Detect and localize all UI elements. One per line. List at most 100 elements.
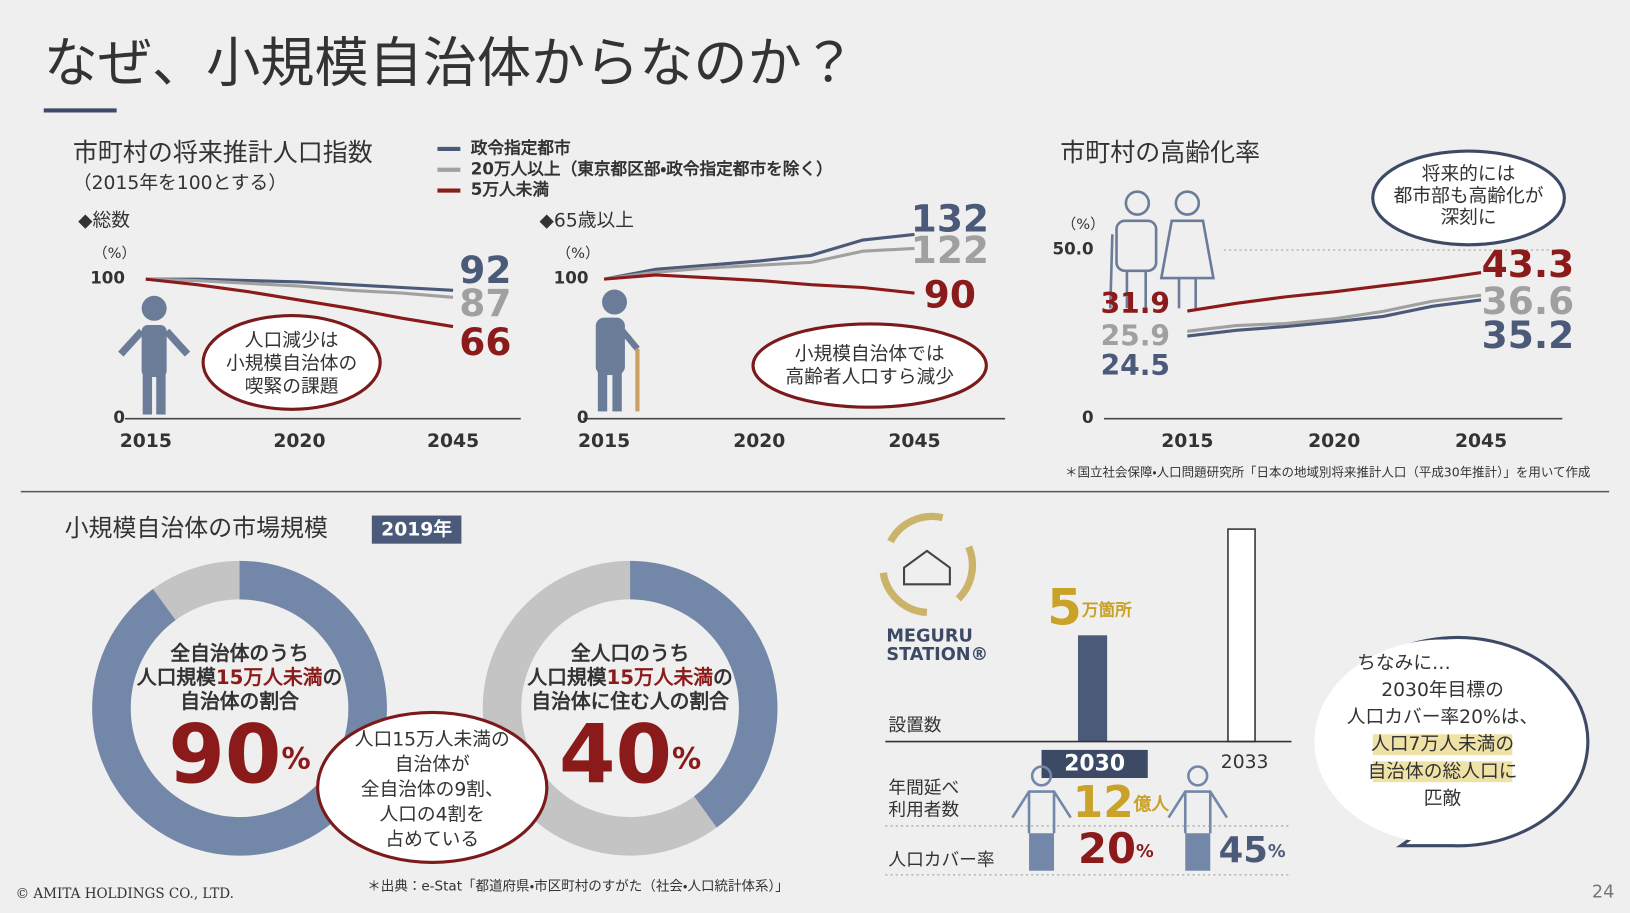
person-icon (1011, 765, 1072, 871)
year-badge-text: 2019年 (381, 519, 452, 541)
donut-caption-part: 15万人未満 (606, 666, 713, 689)
source-note: ＊国立社会保障・人口問題研究所「日本の地域別将来推計人口（平成30年推計）」を用… (1065, 464, 1590, 479)
y-tick-label: 0 (577, 408, 589, 427)
y-tick-label: 100 (554, 269, 589, 288)
slide-title: なぜ、小規模自治体からなのか？ (44, 32, 856, 95)
y-unit: （%） (1062, 216, 1105, 233)
donut-value: 90% (168, 709, 310, 803)
users-value: 12億人 (1073, 777, 1170, 828)
end-value-label: 90 (924, 273, 976, 317)
note-line: 人口7万人未満の (1371, 734, 1514, 755)
start-value-label: 25.9 (1101, 320, 1170, 353)
end-value-label: 92 (459, 248, 511, 292)
person-legs (1029, 833, 1055, 871)
x-tick-label: 2015 (1161, 431, 1213, 452)
donut-caption: 人口規模15万人未満の (136, 666, 342, 689)
donut-caption-part: 自治体の割合 (180, 689, 299, 712)
y-unit: （%） (93, 245, 136, 262)
row-label: 年間延べ利用者数 (888, 777, 959, 820)
annotation: 将来的には都市部も高齢化が深刻に (1394, 163, 1544, 228)
donut-caption: 自治体に住む人の割合 (531, 689, 729, 712)
legend-label: 20万人以上（東京都区部・政令指定都市を除く） (471, 158, 833, 178)
donut-caption: 全自治体のうち (170, 642, 308, 665)
donut-arc (629, 560, 778, 828)
legend-label: 政令指定都市 (471, 137, 571, 157)
series-line (1187, 271, 1482, 313)
end-value-label: 35.2 (1482, 313, 1575, 357)
y-tick-label: 50.0 (1053, 239, 1094, 258)
x-tick-label: 2045 (427, 431, 479, 452)
donut-caption: 人口規模15万人未満の (526, 666, 732, 689)
annotation-bubble (751, 322, 988, 409)
highlight (1372, 734, 1513, 756)
annotation-line: 深刻に (1440, 207, 1496, 228)
panel-title: 市町村の将来推計人口指数 (73, 138, 373, 167)
callout-text: 人口15万人未満の自治体が全自治体の9割、人口の4割を占めている (355, 729, 510, 850)
annotation: 小規模自治体では高齢者人口すら減少 (785, 344, 954, 388)
y-tick-label: 0 (113, 408, 125, 427)
person-head (1187, 765, 1209, 787)
series-line (603, 273, 915, 295)
annotation-line: 喫緊の課題 (245, 376, 339, 397)
donut-caption-part: 人口規模 (526, 666, 606, 689)
coverage-unit: % (1136, 842, 1154, 862)
x-tick-label: 2045 (888, 431, 940, 452)
annotation-bubble (201, 314, 382, 411)
x-tick-label: 2020 (1308, 431, 1360, 452)
annotation-line: 小規模自治体では (795, 344, 945, 365)
source-note: ＊出典：e-Stat「都道府県・市区町村のすがた（社会・人口統計体系）」 (367, 878, 789, 894)
callout-text-line: 人口15万人未満の (355, 729, 510, 750)
users-number: 12 (1073, 777, 1134, 828)
donut-caption-part: 全人口のうち (571, 642, 690, 665)
logo-text: MEGURU STATION® (886, 626, 988, 665)
y-tick-label: 100 (90, 269, 125, 288)
legend-label: 5万人未満 (471, 179, 550, 199)
panel-subtitle: （2015年を100とする） (73, 173, 287, 194)
x-tick-label: 2015 (578, 431, 630, 452)
users-unit: 億人 (1133, 793, 1170, 815)
series-line (603, 246, 915, 281)
x-tick-label: 2045 (1455, 431, 1507, 452)
callout-text-line: 人口の4割を (379, 804, 485, 825)
note-line: ちなみに… (1357, 653, 1451, 674)
coverage-number: 20 (1078, 824, 1136, 873)
donut-caption: 全人口のうち (571, 642, 690, 665)
annotation-line: 人口減少は (245, 330, 339, 351)
series-line (1187, 293, 1482, 333)
bar (1077, 635, 1108, 742)
callout-bubble (316, 710, 549, 864)
donut-value: 40% (559, 709, 701, 803)
donut-caption-part: の (713, 666, 733, 689)
category-badge (1041, 749, 1148, 779)
series-line (603, 232, 915, 281)
logo-text-line: STATION® (886, 645, 988, 665)
x-tick-label: 2020 (273, 431, 325, 452)
x-tick-label: 2015 (120, 431, 172, 452)
annotation-line: 高齢者人口すら減少 (785, 367, 954, 388)
copyright: © AMITA HOLDINGS CO., LTD. (16, 886, 234, 902)
annotation: 人口減少は小規模自治体の喫緊の課題 (226, 330, 357, 397)
person-legs (1185, 833, 1211, 871)
section-title: 小規模自治体の市場規模 (65, 514, 328, 542)
x-tick-label: 2020 (733, 431, 785, 452)
annotation-line: 都市部も高齢化が (1394, 185, 1544, 206)
logo-text-line: MEGURU (886, 626, 973, 646)
end-value-label: 87 (459, 281, 511, 325)
end-value-label: 66 (459, 320, 511, 364)
coverage-unit: % (1268, 842, 1286, 862)
coverage-value: 20% (1078, 824, 1154, 873)
x-tick-label: 2033 (1221, 752, 1269, 773)
note-line: 2030年目標の (1381, 680, 1504, 701)
couple-icon (1108, 190, 1215, 309)
annotation-line: 将来的には (1422, 163, 1516, 184)
panel-label: ◆総数 (78, 210, 130, 231)
donut-caption-part: 全自治体のうち (170, 642, 308, 665)
donut-caption-part: 人口規模 (136, 666, 216, 689)
callout-text-line: 全自治体の9割、 (361, 779, 504, 800)
note-line: 人口カバー率20%は、 (1347, 707, 1539, 728)
end-value-label: 36.6 (1482, 279, 1575, 323)
note-line: 自治体の総人口に (1368, 761, 1518, 782)
person-icon (1167, 765, 1229, 871)
